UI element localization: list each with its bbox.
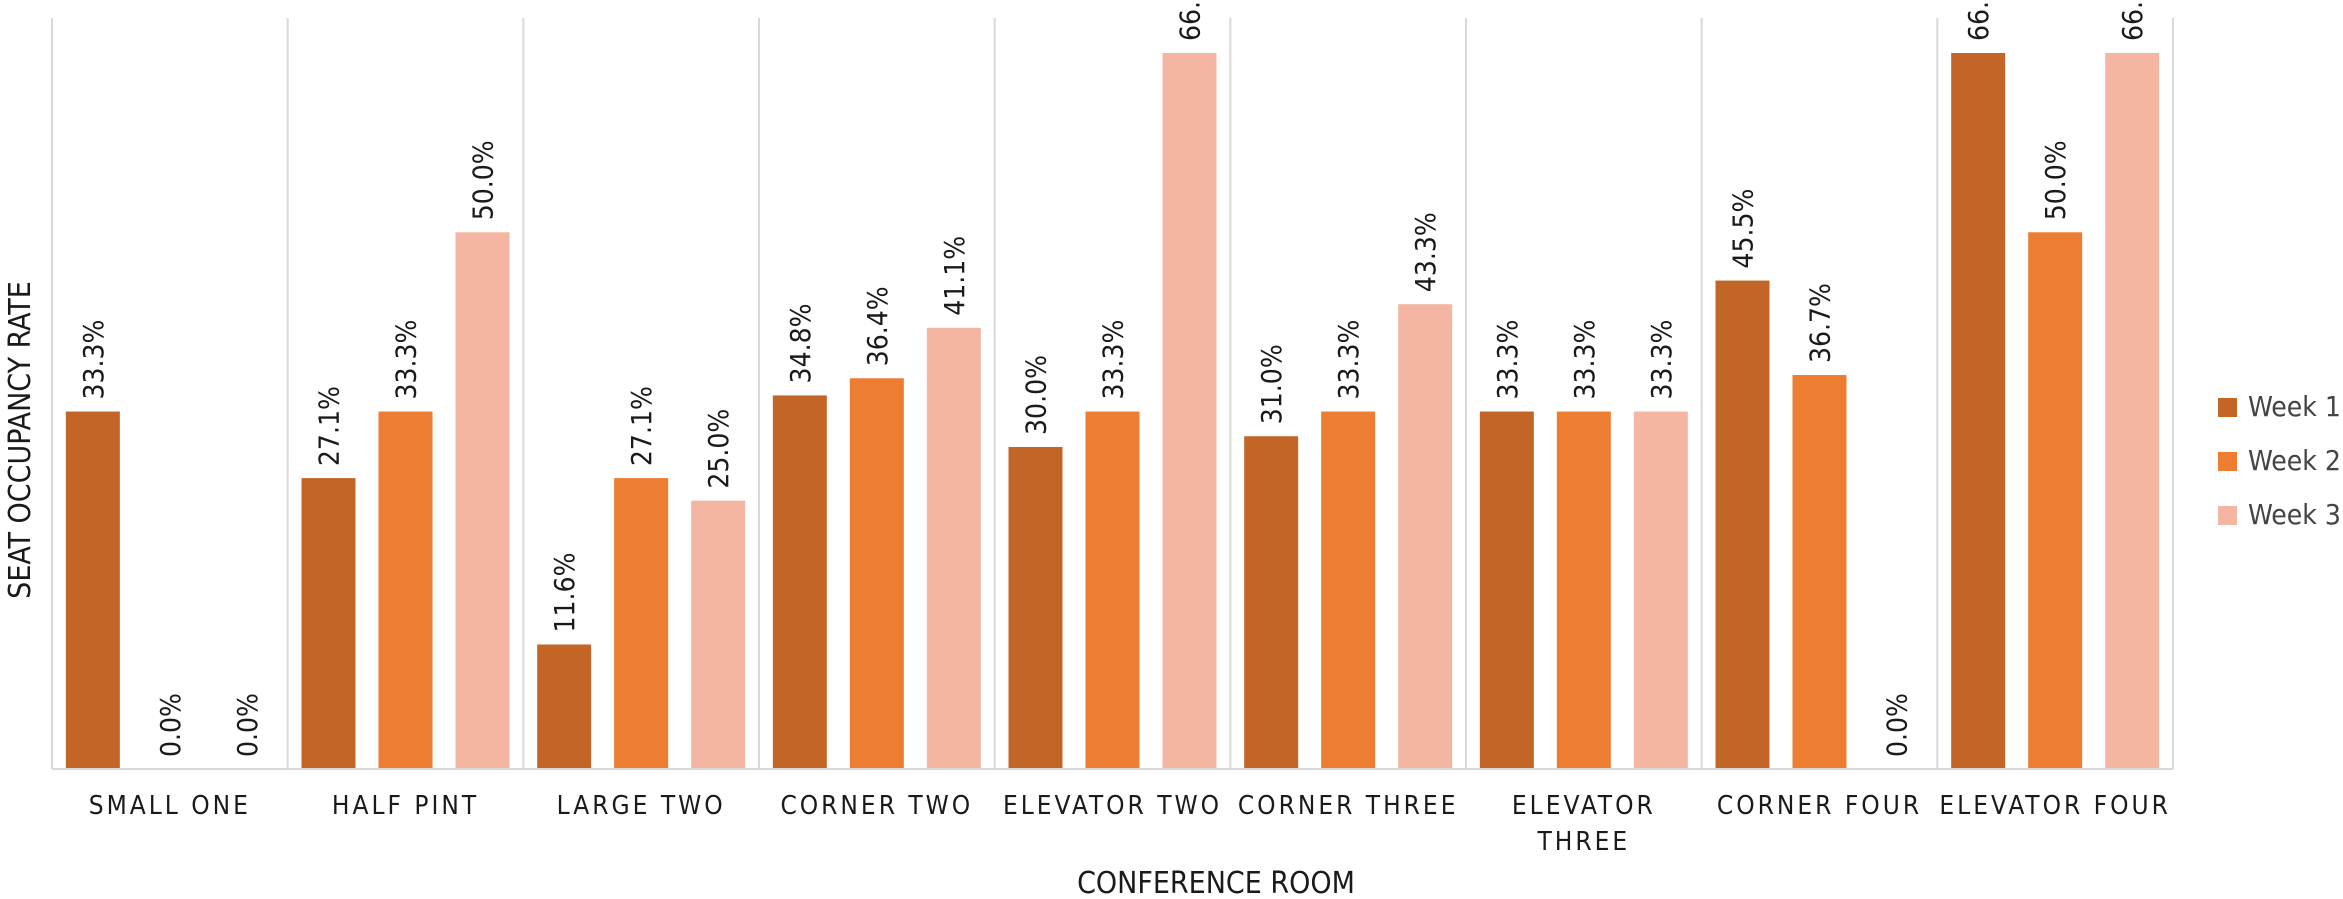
gridlines	[51, 18, 2174, 769]
data-label: 31.0%	[1255, 344, 1288, 424]
bar	[2105, 53, 2160, 769]
data-label: 30.0%	[1020, 355, 1053, 435]
bar	[65, 411, 120, 769]
data-label: 33.3%	[1645, 320, 1678, 400]
x-tick-label: ELEVATOR	[1512, 791, 1656, 821]
data-labels: 33.3% 0.0% 0.0% 27.1% 33.3% 50.0% 11.6% 27.1% 25…	[77, 0, 2149, 757]
legend-swatch	[2218, 398, 2237, 417]
bar	[1715, 280, 1770, 769]
bar	[1951, 53, 2006, 769]
data-label: 33.3%	[77, 320, 110, 400]
bar	[691, 500, 746, 769]
data-label: 50.0%	[467, 140, 500, 220]
data-label: 11.6%	[548, 552, 581, 632]
bar	[849, 378, 904, 769]
bar	[1398, 304, 1453, 769]
data-label: 25.0%	[702, 409, 735, 489]
x-tick-label: HALF PINT	[332, 791, 479, 821]
bar	[1162, 53, 1217, 769]
data-label: 43.3%	[1409, 212, 1442, 292]
data-label: 45.5%	[1727, 189, 1760, 269]
bar	[1085, 411, 1140, 769]
bar	[1244, 436, 1299, 769]
bar	[301, 478, 356, 769]
data-label: 66.7%	[1174, 0, 1207, 41]
legend-swatch	[2218, 452, 2237, 471]
data-label: 0.0%	[154, 693, 187, 757]
legend-label: Week 1	[2248, 390, 2341, 423]
data-label: 66.7%	[2116, 0, 2149, 41]
bar	[1479, 411, 1534, 769]
data-label: 0.0%	[1881, 693, 1914, 757]
data-label: 36.7%	[1804, 283, 1837, 363]
bars	[65, 53, 2160, 769]
bar	[1556, 411, 1611, 769]
data-label: 33.3%	[1097, 320, 1130, 400]
data-label: 34.8%	[784, 303, 817, 383]
data-label: 33.3%	[390, 320, 423, 400]
x-tick-label: CORNER THREE	[1238, 791, 1459, 821]
x-tick-label: CORNER TWO	[780, 791, 973, 821]
bar	[455, 232, 510, 769]
data-label: 41.1%	[938, 236, 971, 316]
data-label: 33.3%	[1491, 320, 1524, 400]
bar	[2028, 232, 2083, 769]
x-tick-label: ELEVATOR FOUR	[1939, 791, 2171, 821]
data-label: 36.4%	[861, 286, 894, 366]
y-axis-title: SEAT OCCUPANCY RATE	[3, 281, 38, 599]
data-label: 66.7%	[1962, 0, 1995, 41]
legend: Week 1 Week 2 Week 3	[2218, 390, 2341, 531]
bar	[1633, 411, 1688, 769]
x-axis-tick-labels: SMALL ONE HALF PINT LARGE TWO CORNER TWO ELE…	[89, 791, 2171, 857]
x-tick-label: LARGE TWO	[557, 791, 726, 821]
data-label: 33.3%	[1332, 320, 1365, 400]
data-label: 27.1%	[313, 386, 346, 466]
data-label: 27.1%	[625, 386, 658, 466]
bar	[1792, 375, 1847, 769]
data-label: 50.0%	[2039, 140, 2072, 220]
bar	[1321, 411, 1376, 769]
legend-label: Week 3	[2248, 498, 2341, 531]
legend-label: Week 2	[2248, 444, 2341, 477]
bar	[1008, 446, 1063, 769]
data-label: 33.3%	[1568, 320, 1601, 400]
x-axis-title: CONFERENCE ROOM	[1077, 866, 1355, 899]
bar	[614, 478, 669, 769]
bar	[772, 395, 827, 769]
data-label: 0.0%	[231, 693, 264, 757]
bar	[926, 327, 981, 769]
x-tick-label: ELEVATOR TWO	[1003, 791, 1222, 821]
bar	[537, 644, 592, 769]
x-tick-label: SMALL ONE	[89, 791, 251, 821]
x-tick-label: THREE	[1536, 827, 1630, 857]
bar	[378, 411, 433, 769]
legend-swatch	[2218, 506, 2237, 525]
x-tick-label: CORNER FOUR	[1717, 791, 1922, 821]
